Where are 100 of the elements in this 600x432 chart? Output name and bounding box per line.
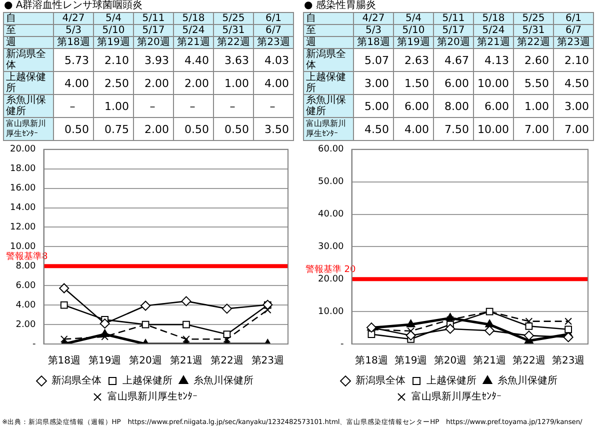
text: 上越保健所 <box>306 72 346 94</box>
data-label: 10.00 <box>474 72 514 94</box>
category-label: 第19週 <box>97 37 130 48</box>
text: 5/11 <box>134 12 174 24</box>
text: 週 <box>304 36 354 48</box>
y-tick-label: 50.00 <box>318 177 344 188</box>
text: 新潟県全体 <box>6 49 46 71</box>
text: 5/3 <box>354 24 394 36</box>
data-label: 4.00 <box>394 118 434 140</box>
text: 5/18 <box>174 12 214 24</box>
y-tick-label: - <box>32 339 36 350</box>
data-label: 2.00 <box>134 72 174 94</box>
text: 6/7 <box>554 24 594 36</box>
y-tick-label: 16.00 <box>10 184 36 194</box>
text: 5/18 <box>474 12 514 24</box>
x-tick-label: 第21週 <box>473 354 506 367</box>
data-label: 2.00 <box>134 118 174 140</box>
data-label: 4.00 <box>254 72 294 94</box>
data-label: – <box>174 94 214 118</box>
data-label: – <box>254 94 294 118</box>
text: 5/24 <box>174 24 214 36</box>
data-label: 3.93 <box>134 48 174 72</box>
text: 5/4 <box>94 12 134 24</box>
y-tick-label: 18.00 <box>10 164 36 174</box>
text: 5/31 <box>514 24 554 36</box>
data-label: 8.00 <box>434 94 474 118</box>
text: 6/7 <box>254 24 294 36</box>
data-label: 3.50 <box>254 118 294 140</box>
category-label: 第20週 <box>137 37 170 48</box>
category-label: 第21週 <box>477 37 510 48</box>
category-label: 第18週 <box>357 37 390 48</box>
y-tick-label: 12.00 <box>10 222 36 233</box>
data-label: 3.00 <box>354 72 394 94</box>
data-label: 6.00 <box>474 94 514 118</box>
x-tick-label: 第20週 <box>434 354 467 367</box>
data-label: 5.73 <box>54 48 94 72</box>
y-tick-label: 6.00 <box>16 280 36 291</box>
x-tick-label: 第18週 <box>355 354 388 367</box>
data-label: 4.50 <box>554 72 594 94</box>
data-label: 3.63 <box>214 48 254 72</box>
category-label: 第23週 <box>557 37 590 48</box>
category-label: 第20週 <box>437 37 470 48</box>
category-label: 第18週 <box>57 37 90 48</box>
data-label: 1.00 <box>514 94 554 118</box>
data-label: 6.00 <box>434 72 474 94</box>
text: 4/27 <box>54 12 94 24</box>
x-tick-label: 第22週 <box>512 354 546 367</box>
category-label: 第22週 <box>517 37 550 48</box>
ref-line-label: 警報基準 20 <box>305 264 356 275</box>
data-label: 4.40 <box>174 48 214 72</box>
x-tick-label: 第23週 <box>251 354 284 367</box>
legend-label: 上越保健所 <box>122 374 172 387</box>
y-tick-label: 30.00 <box>318 242 344 252</box>
text: 5/10 <box>94 24 134 36</box>
x-tick-label: 第20週 <box>129 354 162 367</box>
y-tick-label: 4.00 <box>16 300 36 310</box>
text: 5/3 <box>54 24 94 36</box>
legend-label: 富山県新川厚生ｾﾝﾀｰ <box>412 390 502 403</box>
text: 5/17 <box>434 24 474 36</box>
data-label: 0.50 <box>54 118 94 140</box>
text: 上越保健所 <box>6 72 46 94</box>
data-label: 7.50 <box>434 118 474 140</box>
category-label: 第19週 <box>397 37 430 48</box>
text: 5/4 <box>394 12 434 24</box>
text: 糸魚川保健所 <box>6 95 46 117</box>
data-label: 4.03 <box>254 48 294 72</box>
y-tick-label: 14.00 <box>10 203 36 214</box>
text: 糸魚川保健所 <box>306 95 346 117</box>
data-label: 0.50 <box>214 118 254 140</box>
legend-label: 新潟県全体 <box>356 374 406 387</box>
text: 至 <box>4 24 54 36</box>
data-label: 10.00 <box>474 118 514 140</box>
text: 週 <box>4 36 54 48</box>
data-label: 2.60 <box>514 48 554 72</box>
text: 5/10 <box>394 24 434 36</box>
text: 5/25 <box>514 12 554 24</box>
data-label: 5.50 <box>514 72 554 94</box>
text: 5/11 <box>434 12 474 24</box>
text: 5/24 <box>474 24 514 36</box>
text: 5/17 <box>134 24 174 36</box>
legend-label: 上越保健所 <box>426 374 476 387</box>
text: 6/1 <box>554 12 594 24</box>
text: 5/25 <box>214 12 254 24</box>
category-label: 第22週 <box>217 37 250 48</box>
y-tick-label: 2.00 <box>16 320 36 330</box>
y-tick-label: - <box>340 339 344 350</box>
text: 自 <box>4 12 54 24</box>
data-label: 4.67 <box>434 48 474 72</box>
data-label: 2.00 <box>174 72 214 94</box>
data-label: 4.13 <box>474 48 514 72</box>
data-label: 7.00 <box>554 118 594 140</box>
data-label: 1.00 <box>94 94 134 118</box>
text: 新潟県全体 <box>306 49 346 71</box>
y-tick-label: 60.00 <box>318 144 344 155</box>
x-tick-label: 第21週 <box>170 354 203 367</box>
legend-label: 糸魚川保健所 <box>194 374 254 387</box>
data-label: 3.00 <box>554 94 594 118</box>
y-tick-label: 20.00 <box>10 144 36 155</box>
data-label: 5.00 <box>354 94 394 118</box>
legend-label: 糸魚川保健所 <box>498 374 558 387</box>
